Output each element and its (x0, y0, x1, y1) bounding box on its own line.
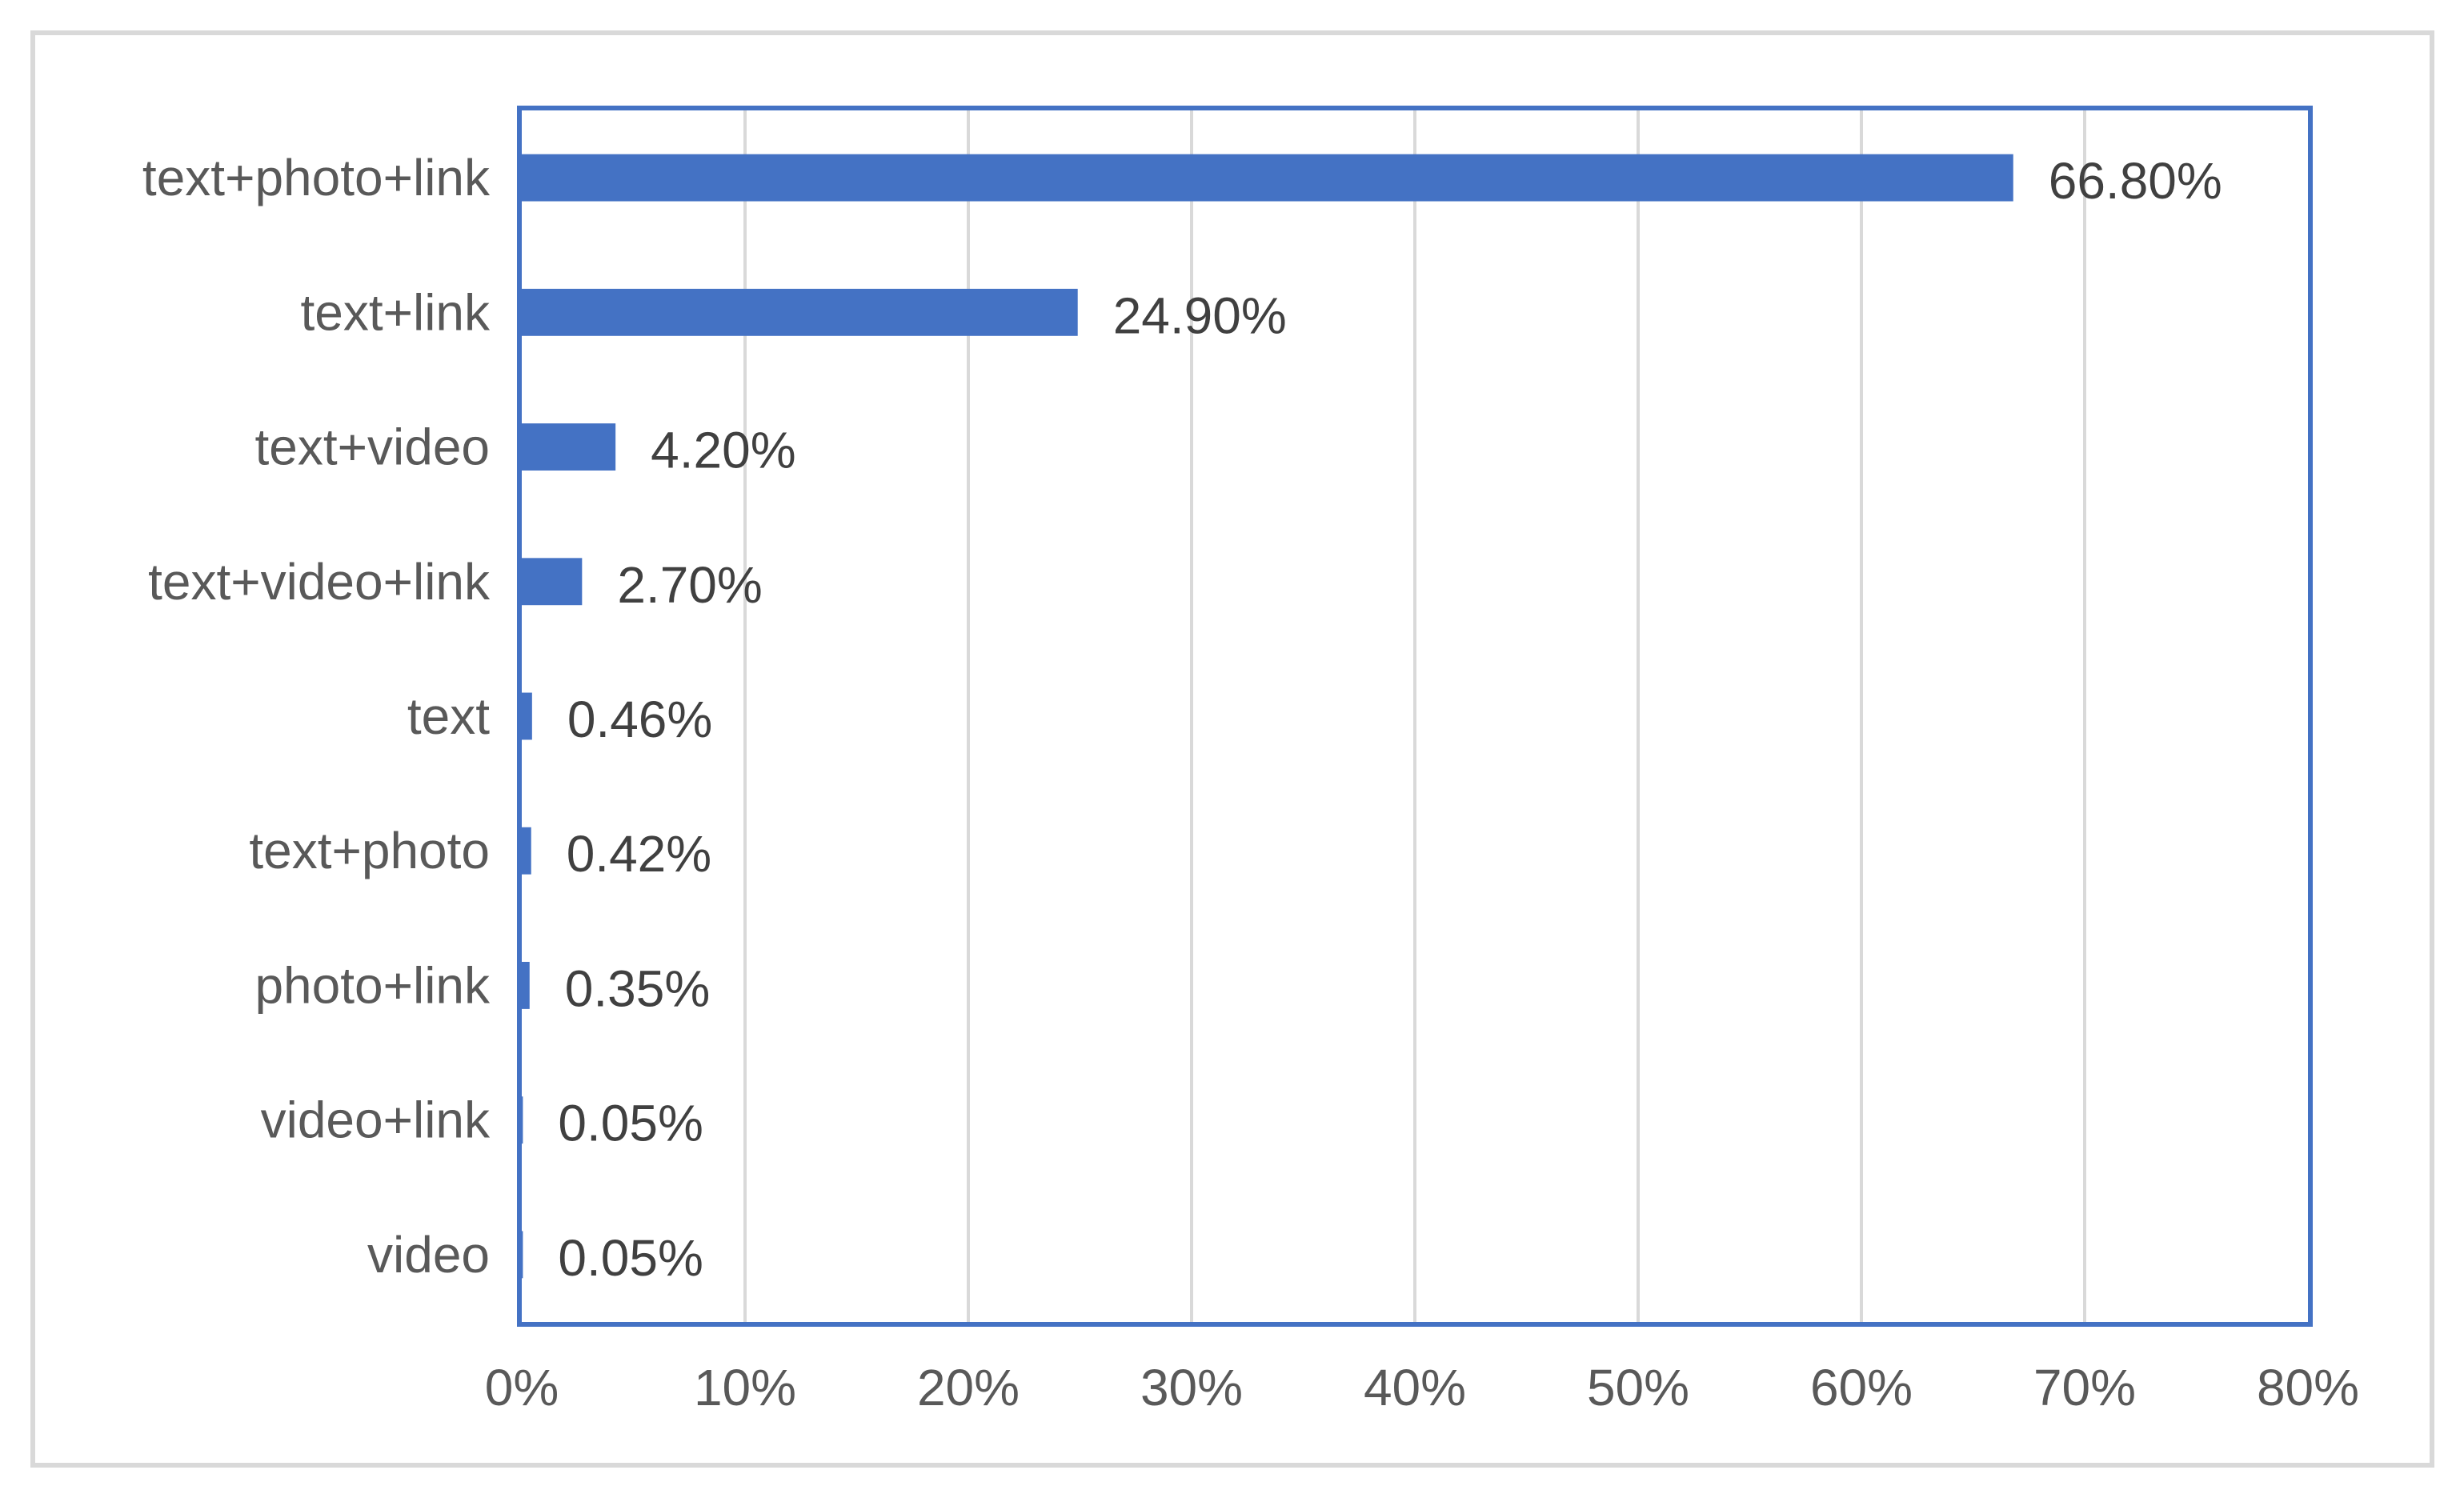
data-label: 24.90% (1113, 286, 1287, 344)
bar-chart: text+photo+link text+link text+video text+v… (142, 106, 2359, 1416)
x-tick-label: 20% (917, 1359, 1020, 1416)
data-label: 0.05% (558, 1095, 703, 1152)
bar-video (522, 1231, 523, 1279)
plot-area-border (517, 106, 2313, 1327)
category-label: photo+link (254, 956, 491, 1014)
category-label: video+link (261, 1091, 491, 1149)
data-label: 4.20% (651, 422, 795, 479)
data-label: 66.80% (2049, 152, 2222, 210)
bars (522, 154, 2013, 1279)
category-label: text+link (300, 283, 491, 341)
bar-photo-link (522, 962, 530, 1009)
x-tick-label: 0% (485, 1359, 559, 1416)
data-label: 0.05% (558, 1229, 703, 1287)
x-tick-label: 70% (2033, 1359, 2136, 1416)
data-label: 0.42% (567, 825, 711, 883)
x-tick-label: 30% (1140, 1359, 1243, 1416)
category-labels: text+photo+link text+link text+video text+v… (142, 149, 491, 1284)
category-label: text+photo+link (142, 149, 491, 206)
x-tick-label: 80% (2257, 1359, 2359, 1416)
data-label: 2.70% (617, 556, 762, 614)
category-label: video (367, 1226, 490, 1284)
bar-text-link (522, 288, 1078, 336)
x-tick-label: 40% (1364, 1359, 1466, 1416)
bar-text-photo (522, 827, 531, 875)
x-tick-label: 10% (694, 1359, 796, 1416)
bar-text-photo-link (522, 154, 2013, 202)
bar-text-video (522, 423, 616, 471)
data-labels: 66.80% 24.90% 4.20% 2.70% 0.46% 0.42% 0.35% 0.0… (558, 152, 2222, 1287)
bar-video-link (522, 1096, 523, 1144)
category-label: text+video+link (148, 553, 491, 611)
x-tick-labels: 0% 10% 20% 30% 40% 50% 60% 70% 80% (485, 1359, 2359, 1416)
bar-text-video-link (522, 558, 583, 606)
bar-text (522, 692, 532, 740)
data-label: 0.35% (565, 959, 710, 1017)
x-tick-label: 60% (1810, 1359, 1913, 1416)
category-label: text (407, 687, 490, 745)
category-label: text+photo (249, 822, 490, 879)
category-label: text+video (254, 419, 490, 476)
chart-frame: text+photo+link text+link text+video text+v… (30, 30, 2434, 1468)
data-label: 0.46% (567, 691, 712, 748)
x-tick-label: 50% (1587, 1359, 1689, 1416)
